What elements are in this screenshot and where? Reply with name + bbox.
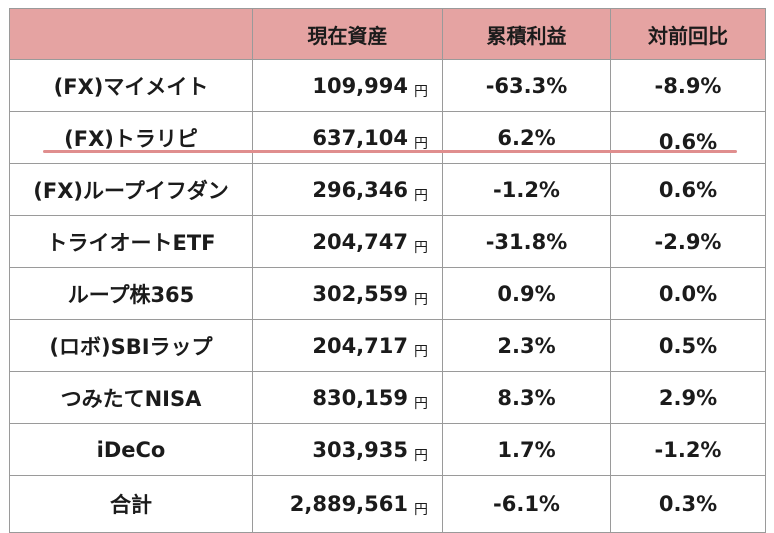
table-row: (FX)ループイフダン 296,346 円 -1.2% 0.6%: [9, 163, 766, 216]
row-change: 0.5%: [610, 319, 766, 372]
row-change: -8.9%: [610, 59, 766, 112]
row-amount: 296,346: [312, 177, 408, 202]
row-change: -1.2%: [610, 423, 766, 476]
total-name: 合計: [9, 475, 253, 533]
yen-unit: 円: [414, 187, 428, 204]
row-profit: -1.2%: [442, 163, 611, 216]
row-amount: 303,935: [312, 437, 408, 462]
row-profit: 0.9%: [442, 267, 611, 320]
row-amount-cell: 109,994 円: [252, 59, 443, 112]
total-change: 0.3%: [610, 475, 766, 533]
row-change-value: 0.6%: [658, 129, 718, 154]
table-row: (FX)マイメイト 109,994 円 -63.3% -8.9%: [9, 59, 766, 112]
row-amount: 302,559: [312, 281, 408, 306]
row-name: (FX)マイメイト: [9, 59, 253, 112]
row-name: つみたてNISA: [9, 371, 253, 424]
row-name: ループ株365: [9, 267, 253, 320]
highlight-line: [43, 150, 737, 153]
row-profit: 6.2%: [442, 111, 611, 164]
row-amount-cell: 637,104 円: [252, 111, 443, 164]
row-name: トライオートETF: [9, 215, 253, 268]
yen-unit: 円: [414, 239, 428, 256]
row-profit: -63.3%: [442, 59, 611, 112]
row-profit: 1.7%: [442, 423, 611, 476]
row-amount-cell: 296,346 円: [252, 163, 443, 216]
row-name: iDeCo: [9, 423, 253, 476]
table-row: ループ株365 302,559 円 0.9% 0.0%: [9, 267, 766, 320]
total-amount: 2,889,561: [289, 492, 408, 516]
row-change: 0.0%: [610, 267, 766, 320]
row-profit: 2.3%: [442, 319, 611, 372]
table-row: iDeCo 303,935 円 1.7% -1.2%: [9, 423, 766, 476]
header-row: 現在資産 累積利益 対前回比: [9, 8, 766, 60]
row-profit: 8.3%: [442, 371, 611, 424]
yen-unit: 円: [414, 135, 428, 152]
table-row: (FX)トラリピ 637,104 円 6.2% 0.6%: [9, 111, 766, 164]
total-amount-cell: 2,889,561 円: [252, 475, 443, 533]
table-row: つみたてNISA 830,159 円 8.3% 2.9%: [9, 371, 766, 424]
row-amount: 204,717: [312, 333, 408, 358]
row-amount-cell: 302,559 円: [252, 267, 443, 320]
row-amount: 109,994: [312, 73, 408, 98]
table-row: トライオートETF 204,747 円 -31.8% -2.9%: [9, 215, 766, 268]
row-change: 0.6%: [610, 163, 766, 216]
yen-unit: 円: [414, 447, 428, 464]
row-name: (FX)トラリピ: [9, 111, 253, 164]
total-profit: -6.1%: [442, 475, 611, 533]
row-change: -2.9%: [610, 215, 766, 268]
yen-unit: 円: [414, 343, 428, 360]
row-amount: 637,104: [312, 125, 408, 150]
yen-unit: 円: [414, 83, 428, 100]
row-change: 2.9%: [610, 371, 766, 424]
yen-unit: 円: [414, 502, 428, 518]
row-amount-cell: 204,717 円: [252, 319, 443, 372]
asset-table: 現在資産 累積利益 対前回比 (FX)マイメイト 109,994 円 -63.3%…: [9, 8, 766, 533]
row-amount-cell: 830,159 円: [252, 371, 443, 424]
header-cumulative-profit: 累積利益: [442, 8, 611, 60]
total-row: 合計 2,889,561 円 -6.1% 0.3%: [9, 475, 766, 533]
yen-unit: 円: [414, 395, 428, 412]
row-name: (ロボ)SBIラップ: [9, 319, 253, 372]
row-amount-cell: 303,935 円: [252, 423, 443, 476]
row-amount-cell: 204,747 円: [252, 215, 443, 268]
table-row: (ロボ)SBIラップ 204,717 円 2.3% 0.5%: [9, 319, 766, 372]
header-blank: [9, 8, 253, 60]
yen-unit: 円: [414, 291, 428, 308]
row-change: 0.6%: [610, 111, 766, 164]
header-vs-previous: 対前回比: [610, 8, 766, 60]
row-profit: -31.8%: [442, 215, 611, 268]
header-current-assets: 現在資産: [252, 8, 443, 60]
row-name: (FX)ループイフダン: [9, 163, 253, 216]
row-amount: 204,747: [312, 229, 408, 254]
row-amount: 830,159: [312, 385, 408, 410]
